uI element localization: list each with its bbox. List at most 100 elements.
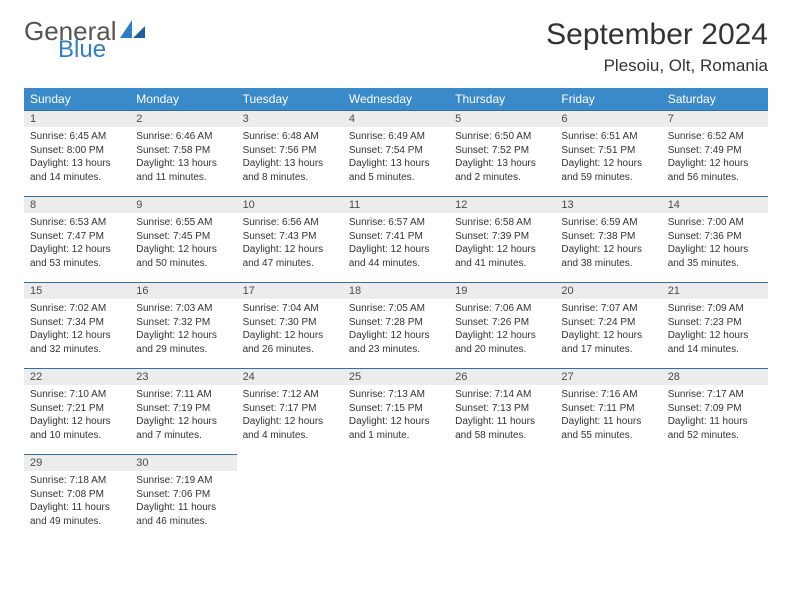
calendar-day-cell: 16Sunrise: 7:03 AMSunset: 7:32 PMDayligh…: [130, 282, 236, 368]
calendar-week-row: 8Sunrise: 6:53 AMSunset: 7:47 PMDaylight…: [24, 196, 768, 282]
day-details: Sunrise: 7:18 AMSunset: 7:08 PMDaylight:…: [24, 471, 130, 531]
day-details: Sunrise: 6:48 AMSunset: 7:56 PMDaylight:…: [237, 127, 343, 187]
calendar-day-cell: 21Sunrise: 7:09 AMSunset: 7:23 PMDayligh…: [662, 282, 768, 368]
day-number: 20: [555, 282, 661, 299]
calendar-day-cell: 15Sunrise: 7:02 AMSunset: 7:34 PMDayligh…: [24, 282, 130, 368]
day-header: Sunday: [24, 88, 130, 110]
day-details: Sunrise: 7:00 AMSunset: 7:36 PMDaylight:…: [662, 213, 768, 273]
day-details: Sunrise: 7:02 AMSunset: 7:34 PMDaylight:…: [24, 299, 130, 359]
day-details: Sunrise: 6:59 AMSunset: 7:38 PMDaylight:…: [555, 213, 661, 273]
day-header: Saturday: [662, 88, 768, 110]
day-details: Sunrise: 6:58 AMSunset: 7:39 PMDaylight:…: [449, 213, 555, 273]
calendar-day-cell: 18Sunrise: 7:05 AMSunset: 7:28 PMDayligh…: [343, 282, 449, 368]
calendar-day-cell: 17Sunrise: 7:04 AMSunset: 7:30 PMDayligh…: [237, 282, 343, 368]
day-header: Monday: [130, 88, 236, 110]
calendar-day-cell: 9Sunrise: 6:55 AMSunset: 7:45 PMDaylight…: [130, 196, 236, 282]
day-number: 29: [24, 454, 130, 471]
calendar-day-cell: 23Sunrise: 7:11 AMSunset: 7:19 PMDayligh…: [130, 368, 236, 454]
calendar-day-cell: 3Sunrise: 6:48 AMSunset: 7:56 PMDaylight…: [237, 110, 343, 196]
day-header: Wednesday: [343, 88, 449, 110]
calendar-day-cell: 10Sunrise: 6:56 AMSunset: 7:43 PMDayligh…: [237, 196, 343, 282]
day-number: 26: [449, 368, 555, 385]
calendar-week-row: 15Sunrise: 7:02 AMSunset: 7:34 PMDayligh…: [24, 282, 768, 368]
day-number: 11: [343, 196, 449, 213]
day-details: Sunrise: 7:10 AMSunset: 7:21 PMDaylight:…: [24, 385, 130, 445]
calendar-day-cell: [555, 454, 661, 540]
calendar-day-cell: [343, 454, 449, 540]
day-details: Sunrise: 7:12 AMSunset: 7:17 PMDaylight:…: [237, 385, 343, 445]
calendar-day-cell: 14Sunrise: 7:00 AMSunset: 7:36 PMDayligh…: [662, 196, 768, 282]
day-number: 9: [130, 196, 236, 213]
calendar-day-cell: 24Sunrise: 7:12 AMSunset: 7:17 PMDayligh…: [237, 368, 343, 454]
day-details: Sunrise: 7:07 AMSunset: 7:24 PMDaylight:…: [555, 299, 661, 359]
calendar-day-cell: 28Sunrise: 7:17 AMSunset: 7:09 PMDayligh…: [662, 368, 768, 454]
logo: General Blue: [24, 18, 146, 62]
day-number: 3: [237, 110, 343, 127]
day-number: 24: [237, 368, 343, 385]
day-number: 8: [24, 196, 130, 213]
calendar-week-row: 1Sunrise: 6:45 AMSunset: 8:00 PMDaylight…: [24, 110, 768, 196]
calendar-table: SundayMondayTuesdayWednesdayThursdayFrid…: [24, 88, 768, 540]
calendar-day-cell: 4Sunrise: 6:49 AMSunset: 7:54 PMDaylight…: [343, 110, 449, 196]
day-header: Friday: [555, 88, 661, 110]
title-block: September 2024 Plesoiu, Olt, Romania: [546, 18, 768, 76]
day-number: 10: [237, 196, 343, 213]
day-number: 19: [449, 282, 555, 299]
calendar-day-cell: 20Sunrise: 7:07 AMSunset: 7:24 PMDayligh…: [555, 282, 661, 368]
day-number: 18: [343, 282, 449, 299]
day-details: Sunrise: 7:17 AMSunset: 7:09 PMDaylight:…: [662, 385, 768, 445]
day-details: Sunrise: 7:16 AMSunset: 7:11 PMDaylight:…: [555, 385, 661, 445]
day-details: Sunrise: 7:14 AMSunset: 7:13 PMDaylight:…: [449, 385, 555, 445]
day-details: Sunrise: 7:13 AMSunset: 7:15 PMDaylight:…: [343, 385, 449, 445]
calendar-day-cell: 1Sunrise: 6:45 AMSunset: 8:00 PMDaylight…: [24, 110, 130, 196]
calendar-day-cell: 2Sunrise: 6:46 AMSunset: 7:58 PMDaylight…: [130, 110, 236, 196]
day-number: 6: [555, 110, 661, 127]
header: General Blue September 2024 Plesoiu, Olt…: [24, 18, 768, 76]
calendar-day-cell: 11Sunrise: 6:57 AMSunset: 7:41 PMDayligh…: [343, 196, 449, 282]
day-header: Thursday: [449, 88, 555, 110]
calendar-day-cell: 6Sunrise: 6:51 AMSunset: 7:51 PMDaylight…: [555, 110, 661, 196]
day-number: 14: [662, 196, 768, 213]
calendar-day-cell: 5Sunrise: 6:50 AMSunset: 7:52 PMDaylight…: [449, 110, 555, 196]
day-details: Sunrise: 7:06 AMSunset: 7:26 PMDaylight:…: [449, 299, 555, 359]
day-details: Sunrise: 6:46 AMSunset: 7:58 PMDaylight:…: [130, 127, 236, 187]
calendar-day-cell: 30Sunrise: 7:19 AMSunset: 7:06 PMDayligh…: [130, 454, 236, 540]
day-details: Sunrise: 6:55 AMSunset: 7:45 PMDaylight:…: [130, 213, 236, 273]
calendar-day-cell: [237, 454, 343, 540]
day-number: 30: [130, 454, 236, 471]
month-title: September 2024: [546, 18, 768, 52]
day-number: 15: [24, 282, 130, 299]
calendar-day-cell: 29Sunrise: 7:18 AMSunset: 7:08 PMDayligh…: [24, 454, 130, 540]
day-details: Sunrise: 7:09 AMSunset: 7:23 PMDaylight:…: [662, 299, 768, 359]
day-number: 12: [449, 196, 555, 213]
calendar-week-row: 29Sunrise: 7:18 AMSunset: 7:08 PMDayligh…: [24, 454, 768, 540]
day-header-row: SundayMondayTuesdayWednesdayThursdayFrid…: [24, 88, 768, 110]
day-number: 17: [237, 282, 343, 299]
day-details: Sunrise: 6:57 AMSunset: 7:41 PMDaylight:…: [343, 213, 449, 273]
day-details: Sunrise: 6:49 AMSunset: 7:54 PMDaylight:…: [343, 127, 449, 187]
calendar-day-cell: 8Sunrise: 6:53 AMSunset: 7:47 PMDaylight…: [24, 196, 130, 282]
calendar-day-cell: 26Sunrise: 7:14 AMSunset: 7:13 PMDayligh…: [449, 368, 555, 454]
day-details: Sunrise: 6:56 AMSunset: 7:43 PMDaylight:…: [237, 213, 343, 273]
day-number: 7: [662, 110, 768, 127]
day-number: 5: [449, 110, 555, 127]
calendar-day-cell: 25Sunrise: 7:13 AMSunset: 7:15 PMDayligh…: [343, 368, 449, 454]
day-details: Sunrise: 6:52 AMSunset: 7:49 PMDaylight:…: [662, 127, 768, 187]
day-number: 16: [130, 282, 236, 299]
day-details: Sunrise: 7:04 AMSunset: 7:30 PMDaylight:…: [237, 299, 343, 359]
calendar-day-cell: [449, 454, 555, 540]
calendar-day-cell: 12Sunrise: 6:58 AMSunset: 7:39 PMDayligh…: [449, 196, 555, 282]
day-header: Tuesday: [237, 88, 343, 110]
day-number: 2: [130, 110, 236, 127]
calendar-day-cell: 19Sunrise: 7:06 AMSunset: 7:26 PMDayligh…: [449, 282, 555, 368]
calendar-day-cell: [662, 454, 768, 540]
location: Plesoiu, Olt, Romania: [546, 56, 768, 76]
calendar-day-cell: 7Sunrise: 6:52 AMSunset: 7:49 PMDaylight…: [662, 110, 768, 196]
day-number: 13: [555, 196, 661, 213]
day-number: 28: [662, 368, 768, 385]
day-number: 25: [343, 368, 449, 385]
calendar-day-cell: 22Sunrise: 7:10 AMSunset: 7:21 PMDayligh…: [24, 368, 130, 454]
day-number: 23: [130, 368, 236, 385]
day-number: 21: [662, 282, 768, 299]
day-number: 1: [24, 110, 130, 127]
